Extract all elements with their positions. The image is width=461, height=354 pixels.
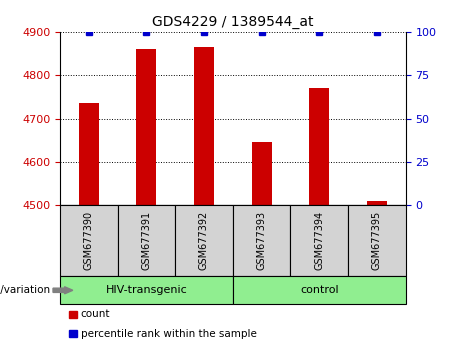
Text: percentile rank within the sample: percentile rank within the sample bbox=[81, 329, 257, 339]
Bar bbox=[79, 103, 99, 354]
Text: count: count bbox=[81, 309, 110, 319]
Text: GSM677395: GSM677395 bbox=[372, 211, 382, 270]
Text: GSM677394: GSM677394 bbox=[314, 211, 324, 270]
Bar bbox=[194, 47, 214, 354]
Text: GSM677390: GSM677390 bbox=[84, 211, 94, 270]
Text: control: control bbox=[300, 285, 338, 295]
Bar bbox=[367, 201, 387, 354]
Text: GSM677391: GSM677391 bbox=[142, 211, 151, 270]
Text: HIV-transgenic: HIV-transgenic bbox=[106, 285, 187, 295]
Text: genotype/variation: genotype/variation bbox=[0, 285, 51, 295]
Text: GSM677393: GSM677393 bbox=[257, 211, 266, 270]
Bar bbox=[136, 49, 156, 354]
Bar bbox=[309, 88, 329, 354]
Title: GDS4229 / 1389544_at: GDS4229 / 1389544_at bbox=[152, 16, 313, 29]
Text: GSM677392: GSM677392 bbox=[199, 211, 209, 270]
Bar bbox=[252, 142, 272, 354]
